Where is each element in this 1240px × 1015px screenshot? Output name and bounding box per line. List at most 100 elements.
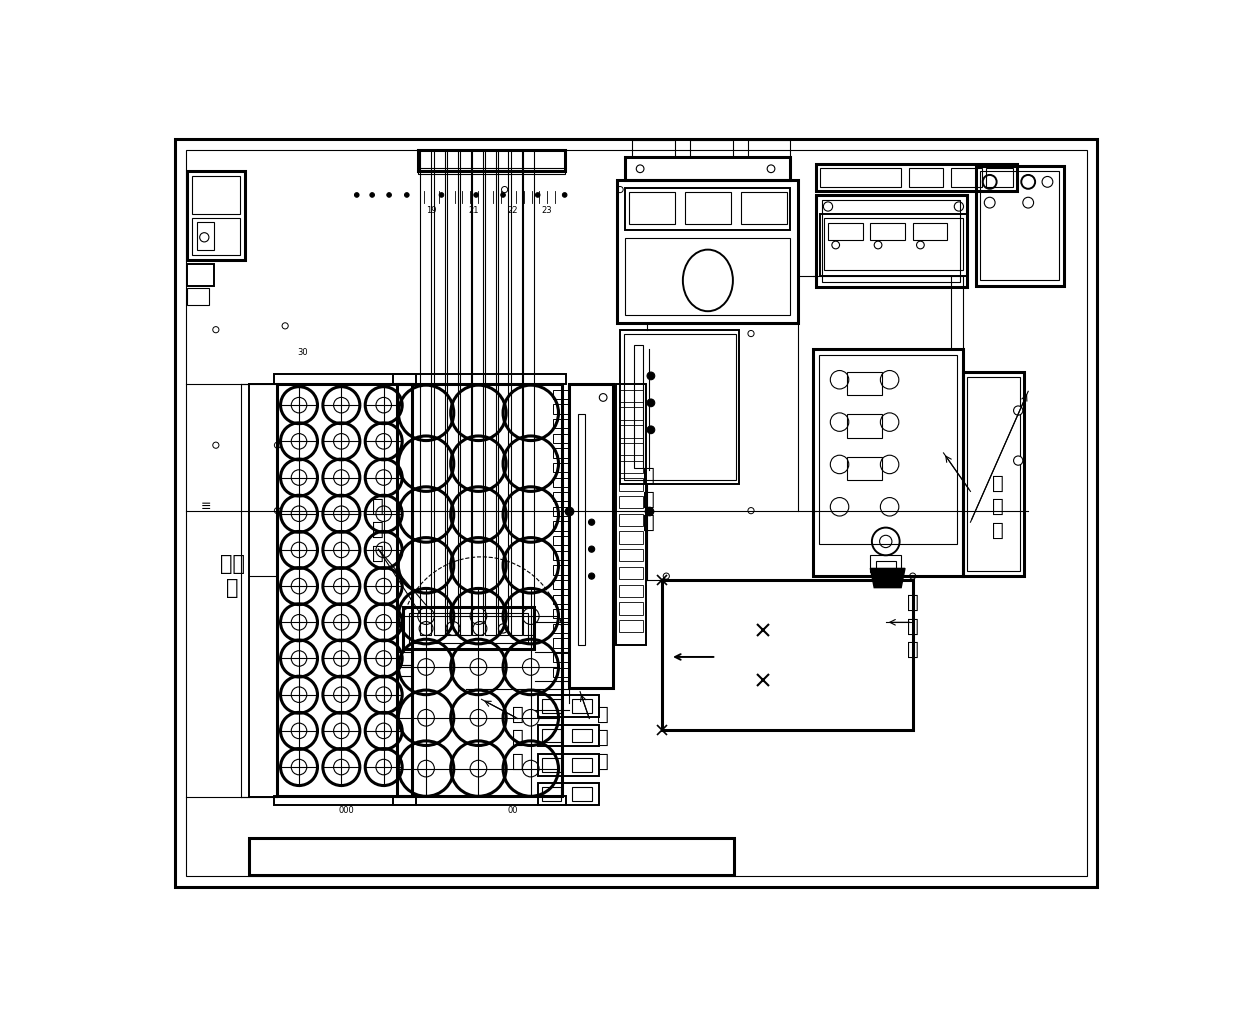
Bar bbox=[618, 181, 799, 323]
Bar bbox=[187, 172, 246, 260]
Bar bbox=[573, 758, 591, 771]
Bar bbox=[986, 168, 1013, 187]
Bar bbox=[847, 457, 882, 480]
Text: 30: 30 bbox=[298, 348, 309, 357]
Bar bbox=[847, 414, 882, 437]
Bar bbox=[619, 585, 644, 597]
Bar bbox=[662, 580, 913, 730]
Bar bbox=[625, 239, 790, 315]
Bar bbox=[187, 264, 215, 286]
Bar bbox=[553, 653, 568, 663]
Bar bbox=[553, 433, 568, 443]
Text: 22: 22 bbox=[507, 206, 517, 215]
Bar bbox=[420, 149, 430, 634]
Bar bbox=[397, 384, 563, 796]
Bar bbox=[619, 602, 644, 615]
Text: 00: 00 bbox=[507, 807, 517, 815]
Bar bbox=[634, 345, 644, 468]
Bar bbox=[485, 149, 496, 634]
Bar bbox=[523, 149, 534, 634]
Bar bbox=[684, 192, 732, 224]
Bar bbox=[553, 522, 568, 531]
Bar bbox=[629, 192, 675, 224]
Bar bbox=[909, 168, 944, 187]
Bar bbox=[870, 555, 901, 572]
Bar bbox=[742, 192, 787, 224]
Circle shape bbox=[647, 399, 655, 407]
Bar bbox=[981, 172, 1059, 280]
Bar bbox=[875, 560, 895, 572]
Bar bbox=[542, 787, 560, 801]
Text: 23: 23 bbox=[542, 206, 552, 215]
Bar bbox=[538, 784, 599, 805]
Text: 测
量
区: 测 量 区 bbox=[598, 704, 609, 770]
Bar bbox=[870, 223, 905, 241]
Circle shape bbox=[563, 193, 567, 197]
Bar bbox=[578, 414, 585, 646]
Circle shape bbox=[439, 193, 444, 197]
Circle shape bbox=[647, 426, 655, 433]
Bar bbox=[913, 223, 947, 241]
Bar bbox=[821, 214, 967, 276]
Bar bbox=[418, 168, 564, 175]
Bar bbox=[619, 496, 644, 509]
Bar bbox=[274, 796, 417, 805]
Bar bbox=[821, 168, 901, 187]
Circle shape bbox=[474, 193, 479, 197]
Bar bbox=[553, 463, 568, 472]
Bar bbox=[619, 566, 644, 580]
Circle shape bbox=[501, 193, 506, 197]
Bar bbox=[553, 668, 568, 677]
Circle shape bbox=[355, 193, 360, 197]
Bar bbox=[538, 695, 599, 717]
Bar bbox=[542, 758, 560, 771]
Bar bbox=[553, 536, 568, 545]
Bar bbox=[393, 375, 567, 384]
Bar bbox=[249, 838, 734, 875]
Bar bbox=[816, 164, 1017, 191]
Bar bbox=[460, 149, 471, 634]
Bar bbox=[619, 425, 644, 437]
Bar bbox=[497, 149, 508, 634]
Bar bbox=[553, 492, 568, 501]
Polygon shape bbox=[870, 568, 905, 588]
Bar bbox=[418, 149, 564, 172]
Circle shape bbox=[404, 193, 409, 197]
Circle shape bbox=[536, 193, 539, 197]
Bar bbox=[274, 375, 417, 384]
Bar bbox=[553, 551, 568, 560]
Bar bbox=[553, 506, 568, 516]
Bar bbox=[619, 390, 644, 402]
Text: 进
杯
区: 进 杯 区 bbox=[992, 474, 1003, 540]
Bar bbox=[553, 624, 568, 633]
Circle shape bbox=[1013, 406, 1023, 415]
Bar bbox=[568, 384, 613, 688]
Bar bbox=[847, 373, 882, 395]
Circle shape bbox=[1013, 456, 1023, 465]
Bar bbox=[553, 390, 568, 399]
Bar bbox=[619, 532, 644, 544]
Bar bbox=[962, 373, 1024, 577]
Bar bbox=[967, 377, 1019, 571]
Bar bbox=[619, 514, 644, 526]
Bar bbox=[538, 725, 599, 746]
Bar bbox=[553, 580, 568, 589]
Bar bbox=[624, 334, 735, 480]
Bar bbox=[393, 796, 567, 805]
Bar bbox=[542, 729, 560, 742]
Bar bbox=[619, 478, 644, 490]
Text: 样本
区: 样本 区 bbox=[219, 554, 244, 599]
Circle shape bbox=[589, 546, 595, 552]
Bar bbox=[976, 166, 1064, 286]
Bar bbox=[553, 638, 568, 648]
Bar bbox=[619, 620, 644, 632]
Circle shape bbox=[387, 193, 392, 197]
Bar bbox=[542, 699, 560, 714]
Text: 19: 19 bbox=[427, 206, 436, 215]
Text: 000: 000 bbox=[339, 807, 355, 815]
Text: 洗
针
区: 洗 针 区 bbox=[372, 497, 384, 563]
Bar bbox=[619, 461, 644, 473]
Bar bbox=[951, 168, 982, 187]
Text: 试
剂
区: 试 剂 区 bbox=[512, 704, 523, 770]
Bar bbox=[828, 223, 863, 241]
